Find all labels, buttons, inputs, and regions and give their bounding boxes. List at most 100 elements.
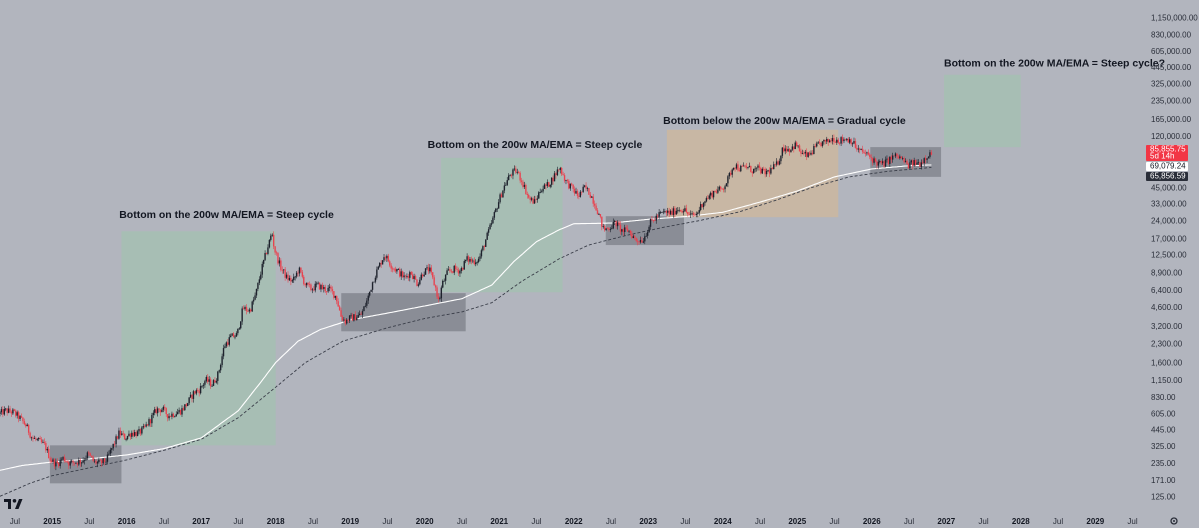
candle [881,158,884,165]
candle [833,134,835,145]
candle [393,267,395,272]
candle [540,189,543,193]
candle [929,149,931,159]
candle [922,159,924,165]
candle [208,375,210,386]
candle [818,139,821,145]
tradingview-logo-icon[interactable] [4,499,23,509]
candle [22,417,24,424]
candle [261,261,263,278]
x-tick-label: 2024 [714,517,732,526]
candle [338,305,341,311]
candle [704,200,706,206]
candle [520,177,523,186]
candle [123,433,126,440]
countdown-badge: 5d 14h [1146,152,1188,161]
candle [880,160,882,166]
candle [563,173,566,183]
x-tick-label: Jul [531,517,541,526]
candle [92,455,94,463]
candle [327,285,329,293]
ma200-layer [0,164,932,471]
candle [671,207,673,216]
candle [684,205,686,212]
candle [115,434,117,448]
candle [151,412,153,427]
candle [572,184,574,193]
candle [821,141,824,148]
candle [656,214,659,219]
candle [870,154,872,162]
candle [311,287,314,294]
candle [542,185,544,194]
x-axis[interactable]: Jul 2015 Jul 2016 Jul 2017 Jul 2018 Jul 2019 Jul 20… [10,517,1138,526]
candle [930,150,933,156]
y-axis[interactable]: 125.00 171.00 235.00 325.00 445.00 605.00 830.… [1151,13,1198,501]
candle [278,257,281,267]
candle [588,188,590,195]
candle [453,265,455,276]
candle [516,168,518,175]
candle [250,308,252,313]
candle [12,407,14,416]
candle [207,374,209,384]
x-tick-label: 2021 [490,517,508,526]
candle [209,377,212,389]
candle [35,436,37,442]
settings-gear-icon[interactable] [1170,517,1178,525]
candle [224,343,226,349]
candle [495,207,497,213]
candle [907,162,910,169]
candle [731,168,733,178]
candle [363,306,365,312]
candle [29,431,31,439]
candle [377,265,379,270]
candle [15,409,17,418]
candle [614,219,616,225]
candle [228,334,230,347]
candle [225,341,228,348]
candle [916,159,918,165]
candle [169,415,172,418]
x-tick-label: 2029 [1086,517,1104,526]
candle [262,259,265,268]
candle [840,136,842,146]
candle [636,238,639,246]
candle [927,155,930,159]
candle [324,284,326,294]
candle [373,281,375,283]
candle [132,429,134,438]
candle [139,428,142,437]
candle [105,458,107,465]
candle [492,216,494,224]
candle [725,182,728,187]
candle [214,377,216,384]
candle [874,157,877,163]
candle [876,160,878,169]
candle [122,430,124,437]
y-tick-label: 45,000.00 [1151,183,1187,192]
candle [734,167,736,172]
candle [795,141,798,147]
candle [386,254,388,262]
x-tick-label: Jul [233,517,243,526]
candle [323,284,325,293]
candle [76,462,79,468]
candle [750,165,752,173]
candle [340,307,342,317]
y-tick-label: 830.00 [1151,393,1176,402]
y-tick-label: 125.00 [1151,492,1176,501]
candle [248,307,251,314]
y-tick-label: 1,150,000.00 [1151,13,1198,22]
annotation-2: Bottom on the 200w MA/EMA = Steep cycle [428,139,643,151]
candle [26,423,28,427]
candle [232,332,235,338]
candle [351,312,354,321]
candle [235,331,238,337]
candle [432,272,434,280]
candle [724,184,726,193]
candle [890,154,892,164]
candle [154,406,156,416]
